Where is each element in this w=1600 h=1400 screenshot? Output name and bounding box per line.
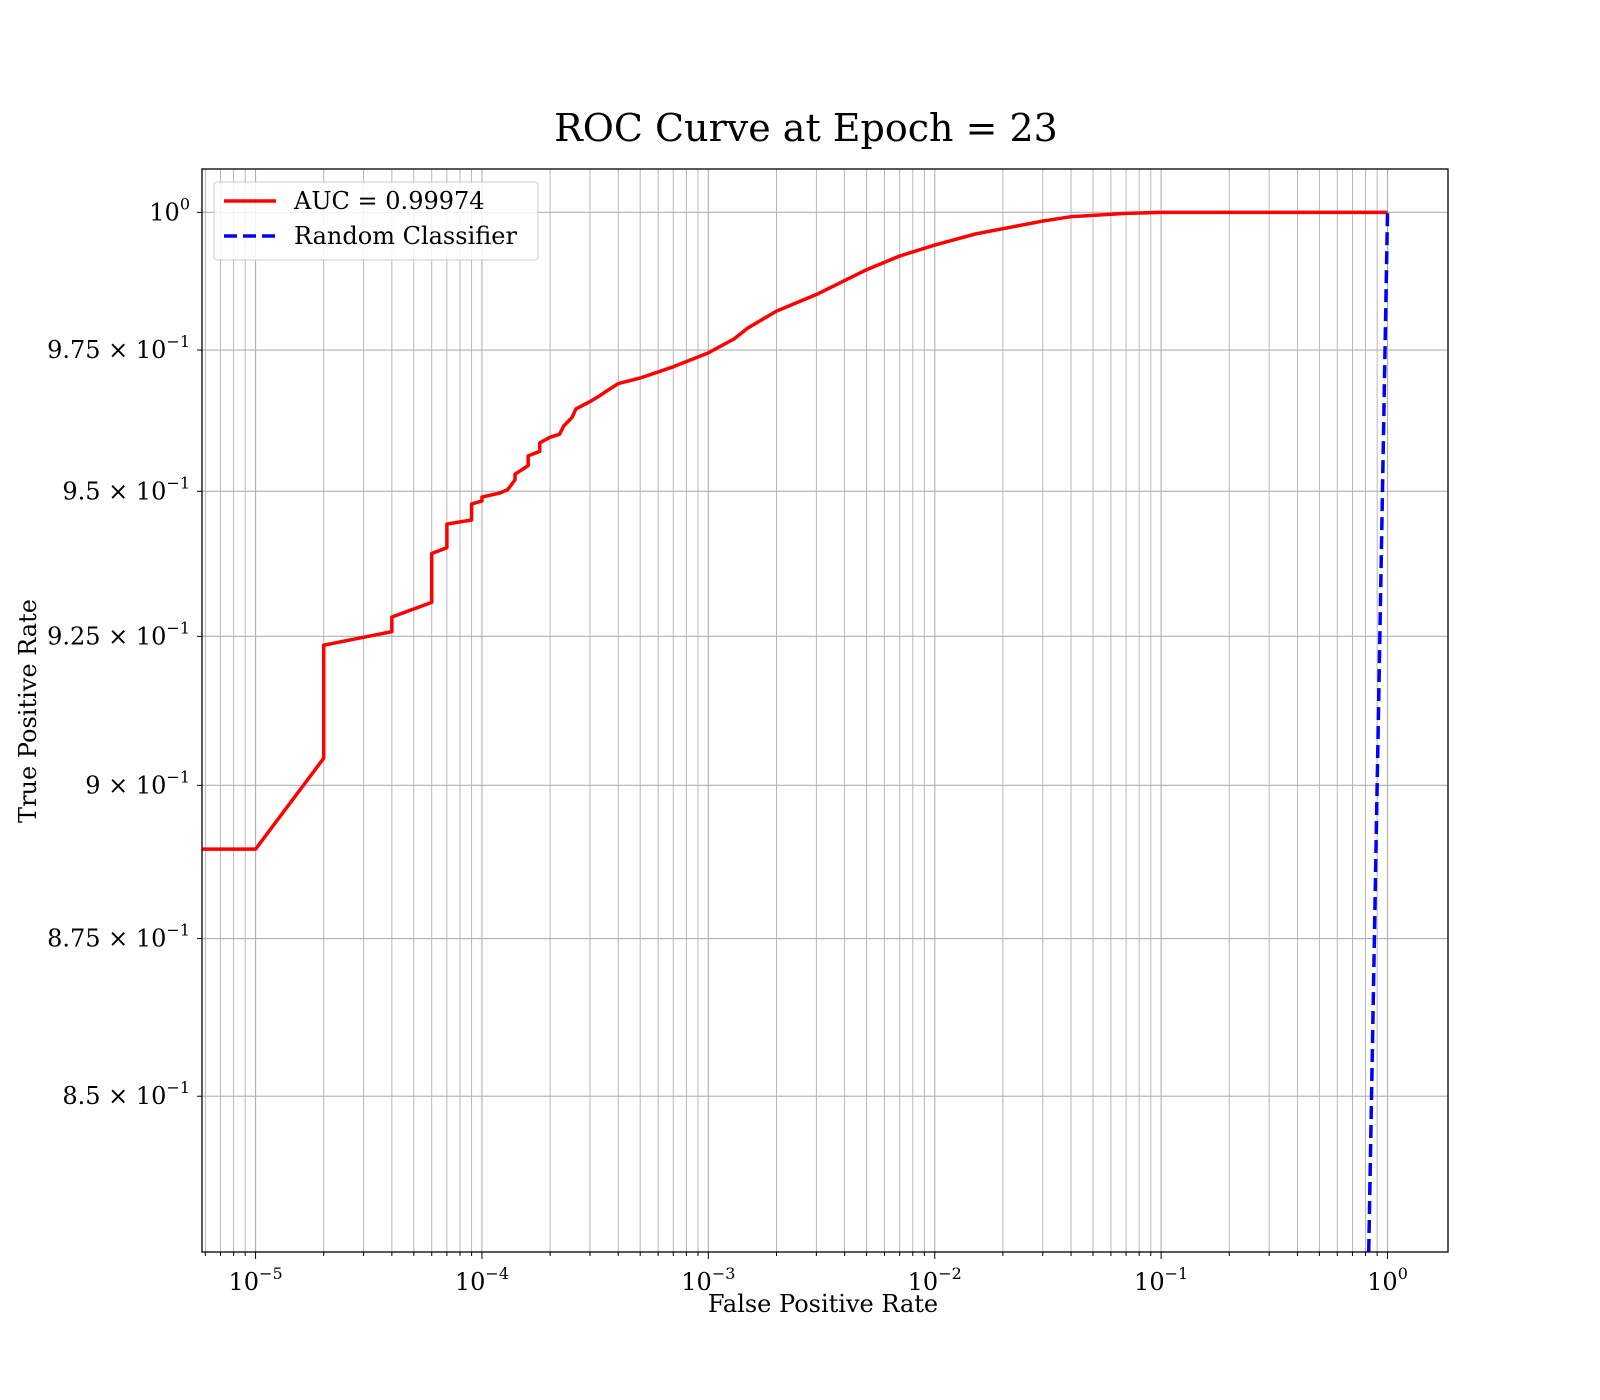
legend-label-random: Random Classifier: [294, 222, 517, 250]
x-tick-label: 10−3: [681, 1264, 735, 1296]
chart-title: ROC Curve at Epoch = 23: [554, 106, 1058, 150]
y-tick-label: 8.75 × 10−1: [47, 921, 190, 953]
x-axis-ticks: 10−5 10−4 10−3 10−2 10−1 100: [204, 1252, 1408, 1296]
x-axis-label: False Positive Rate: [708, 1290, 938, 1318]
y-tick-label: 9.5 × 10−1: [62, 473, 190, 505]
random-classifier-line: [1366, 212, 1390, 1252]
x-tick-label: 10−5: [228, 1264, 282, 1296]
grid-lines: [202, 169, 1448, 1252]
x-tick-label: 10−1: [1134, 1264, 1188, 1296]
y-tick-label: 9.75 × 10−1: [47, 332, 190, 364]
plot-frame: [201, 168, 1449, 1253]
legend: AUC = 0.99974 Random Classifier: [213, 181, 539, 261]
legend-box: [213, 181, 539, 261]
plot-curves: [202, 210, 1390, 1252]
roc-curve: [202, 210, 1388, 851]
y-axis-ticks: 8.5 × 10−1 8.75 × 10−1 9 × 10−1 9.25 × 10−1…: [47, 194, 202, 1110]
x-tick-label: 10−2: [908, 1264, 962, 1296]
y-axis-label: True Positive Rate: [14, 599, 42, 823]
y-tick-label: 9 × 10−1: [85, 767, 190, 799]
legend-label-auc: AUC = 0.99974: [293, 187, 485, 215]
y-tick-label: 8.5 × 10−1: [62, 1078, 190, 1110]
x-tick-label: 100: [1367, 1264, 1408, 1296]
y-tick-label: 9.25 × 10−1: [47, 618, 190, 650]
x-tick-label: 10−4: [455, 1264, 509, 1296]
y-tick-label: 100: [149, 194, 190, 226]
